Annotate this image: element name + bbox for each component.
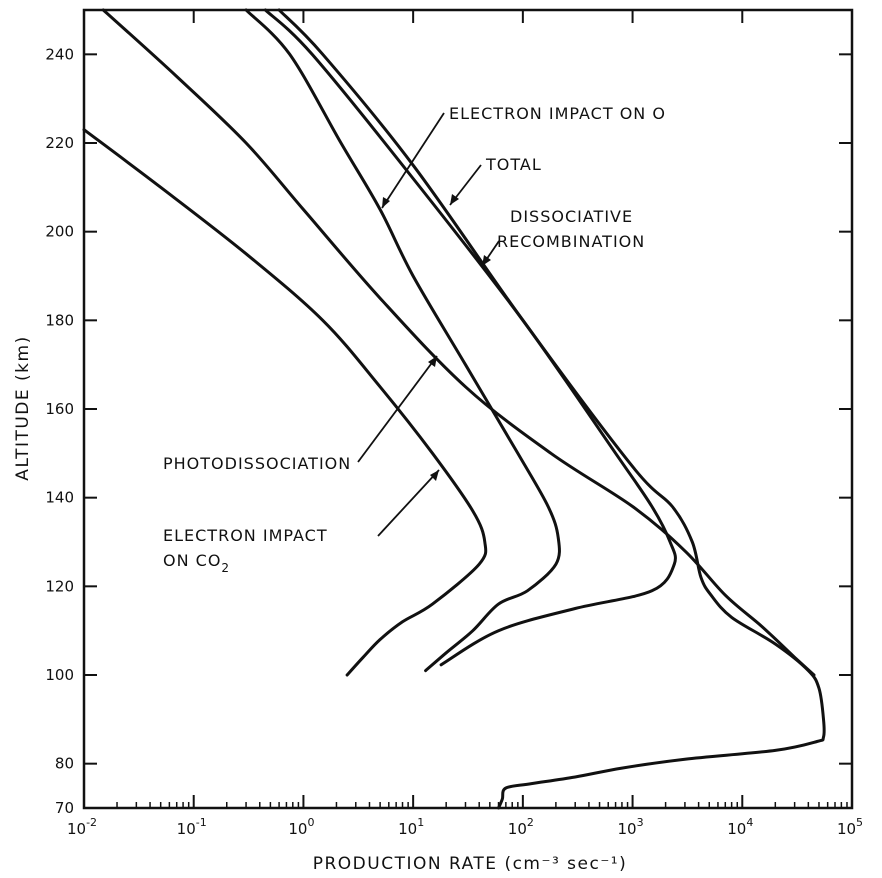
x-tick-label: 103 (618, 816, 644, 838)
label-recombination: RECOMBINATION (497, 232, 645, 251)
axis-titles: PRODUCTION RATE (cm⁻³ sec⁻¹) ALTITUDE (k… (13, 335, 628, 874)
arrow-total (449, 164, 482, 206)
curves (82, 8, 826, 810)
y-tick-label: 80 (55, 755, 74, 773)
y-tick-label: 100 (45, 666, 74, 684)
label-dissociative: DISSOCIATIVE (510, 207, 633, 226)
x-tick-label: 100 (288, 816, 314, 838)
arrow-photodissociation (357, 355, 438, 463)
series-line-photodissociation (101, 8, 816, 677)
series-line-electron-impact-on-co2 (82, 128, 488, 677)
x-tick-label: 104 (727, 816, 753, 838)
axes (82, 8, 854, 810)
series-line-total (277, 8, 826, 810)
x-axis-title: PRODUCTION RATE (cm⁻³ sec⁻¹) (313, 854, 628, 874)
y-tick-label: 200 (45, 223, 74, 241)
x-tick-label: 102 (508, 816, 534, 838)
label-electron-impact-co2-line1: ELECTRON IMPACT (163, 526, 328, 545)
annotations: ELECTRON IMPACT ON O TOTAL DISSOCIATIVE … (163, 104, 666, 575)
series-line-electron-impact-on-o (244, 8, 561, 673)
label-electron-impact-co2-line2: ON CO2 (163, 551, 230, 575)
label-co2-subscript: 2 (221, 561, 230, 575)
y-tick-label: 120 (45, 577, 74, 595)
x-tick-label: 101 (398, 816, 424, 838)
arrow-electron-impact-co2 (377, 469, 440, 537)
x-tick-label: 10-1 (177, 816, 207, 838)
y-tick-label: 160 (45, 400, 74, 418)
arrow-electron-impact-o (381, 112, 445, 209)
x-tick-label: 10-2 (67, 816, 97, 838)
ticks: 10-2 10-1 100 101 102 103 104 105 70 80 100 120 140 1… (45, 10, 863, 838)
y-tick-label: 70 (55, 799, 74, 817)
y-tick-label: 240 (45, 45, 74, 63)
x-tick-label: 105 (837, 816, 863, 838)
label-co2-prefix: ON CO (163, 551, 221, 570)
y-tick-label: 220 (45, 134, 74, 152)
y-axis-title: ALTITUDE (km) (13, 335, 33, 480)
arrow-dissociative (481, 240, 500, 267)
label-electron-impact-o: ELECTRON IMPACT ON O (449, 104, 666, 123)
y-tick-label: 180 (45, 311, 74, 329)
plot-frame (82, 8, 854, 810)
y-tick-label: 140 (45, 489, 74, 507)
label-total: TOTAL (485, 155, 542, 174)
label-photodissociation: PHOTODISSOCIATION (163, 454, 351, 473)
series-line-dissociative-recombination (263, 8, 677, 667)
